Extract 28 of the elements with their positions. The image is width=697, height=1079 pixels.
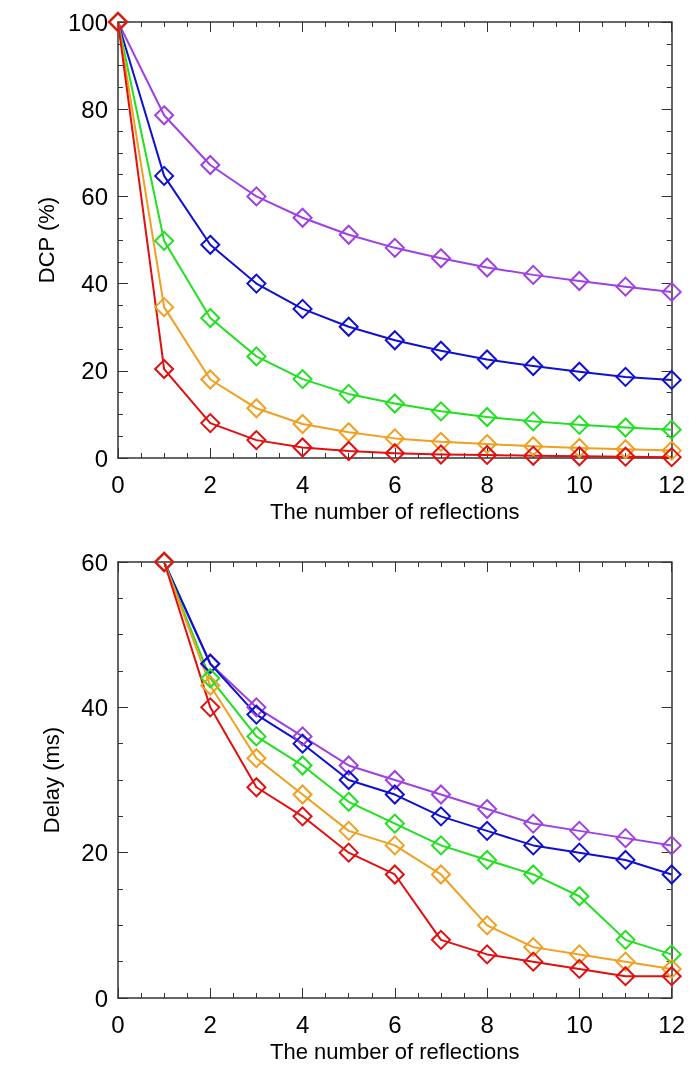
x-axis-title: The number of reflections	[270, 499, 520, 525]
x-axis-title: The number of reflections	[270, 1039, 520, 1065]
y-tick-label: 80	[81, 95, 108, 123]
x-tick-label: 10	[566, 470, 593, 498]
x-tick-label: 12	[658, 470, 685, 498]
x-tick-label: 4	[295, 1010, 310, 1038]
x-tick-label: 12	[658, 1010, 685, 1038]
x-tick-label: 8	[480, 1010, 494, 1038]
x-tick-label: 4	[295, 470, 310, 498]
x-tick-label: 2	[203, 470, 217, 498]
y-tick-label: 60	[81, 548, 108, 576]
y-axis-title: DCP (%)	[33, 196, 59, 284]
y-tick-label: 0	[94, 984, 108, 1012]
y-tick-label: 20	[81, 839, 108, 867]
y-axis-title: Delay (ms)	[38, 726, 64, 834]
y-tick-label: 20	[81, 357, 108, 385]
x-tick-label: 6	[388, 470, 402, 498]
y-tick-label: 100	[67, 8, 108, 36]
x-tick-label: 6	[388, 1010, 402, 1038]
x-tick-label: 8	[480, 470, 494, 498]
x-tick-label: 2	[203, 1010, 217, 1038]
y-tick-label: 40	[81, 693, 108, 721]
y-tick-label: 40	[81, 270, 108, 298]
y-tick-label: 0	[94, 444, 108, 472]
x-tick-label: 0	[111, 470, 125, 498]
x-tick-label: 10	[566, 1010, 593, 1038]
y-tick-label: 60	[81, 182, 108, 210]
x-tick-label: 0	[111, 1010, 125, 1038]
